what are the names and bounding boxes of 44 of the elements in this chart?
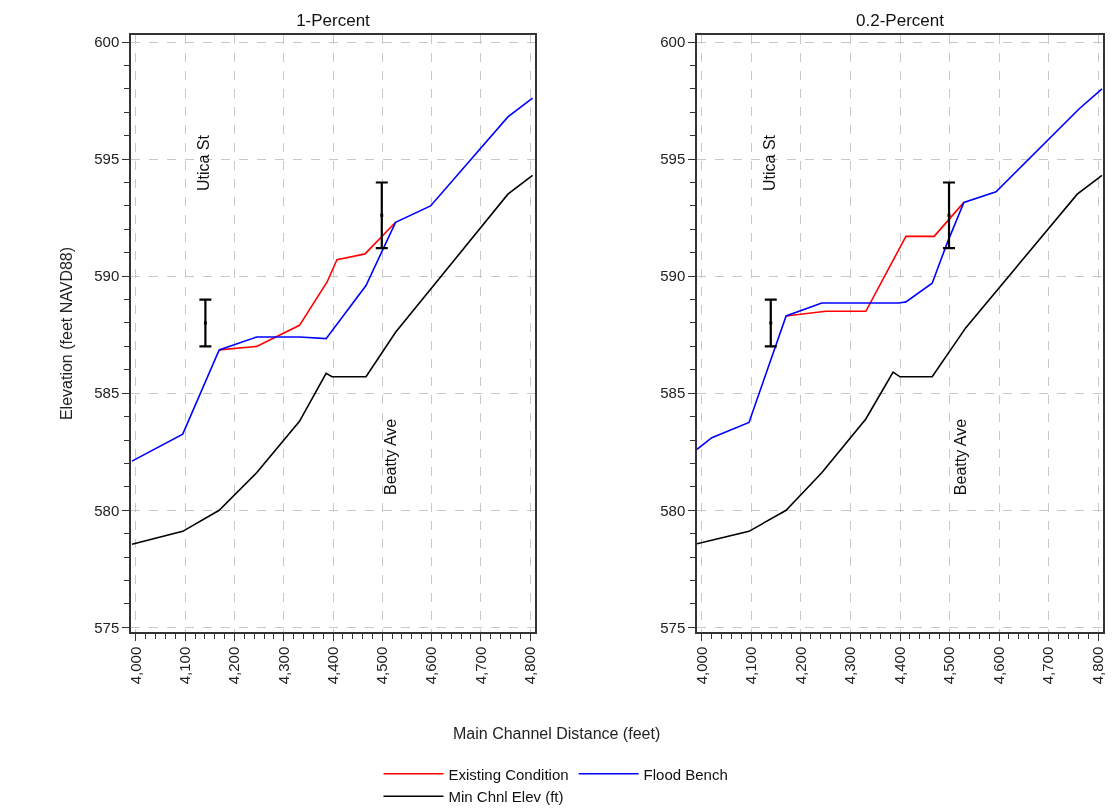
x-tick-label: 4,400 <box>323 646 341 685</box>
y-tick-label: 575 <box>660 618 686 636</box>
x-tick-label: 4,700 <box>471 646 489 685</box>
x-tick-label: 4,500 <box>373 646 391 685</box>
legend-label: Min Chnl Elev (ft) <box>448 788 564 806</box>
x-axis-title: Main Channel Distance (feet) <box>453 725 661 742</box>
y-tick-label: 590 <box>660 267 686 285</box>
x-tick-label: 4,300 <box>841 646 859 685</box>
y-tick-label: 595 <box>660 150 686 168</box>
x-tick-label: 4,600 <box>989 646 1007 685</box>
chart-title: 1-Percent <box>296 10 371 30</box>
y-tick-label: 595 <box>94 150 120 168</box>
x-tick-label: 4,800 <box>1088 646 1106 685</box>
y-tick-label: 575 <box>94 618 120 636</box>
x-tick-label: 4,000 <box>126 646 144 685</box>
x-tick-label: 4,400 <box>890 646 908 685</box>
y-tick-label: 600 <box>660 33 686 51</box>
y-tick-label: 590 <box>94 267 120 285</box>
y-tick-label: 585 <box>660 384 686 402</box>
x-tick-label: 4,700 <box>1039 646 1057 685</box>
x-tick-label: 4,000 <box>692 646 710 685</box>
x-tick-label: 4,200 <box>225 646 243 685</box>
y-tick-label: 600 <box>94 33 120 51</box>
y-tick-label: 585 <box>94 384 120 402</box>
legend-label: Existing Condition <box>448 765 569 783</box>
line-series <box>785 201 965 317</box>
x-tick-label: 4,200 <box>791 646 809 685</box>
x-tick-label: 4,800 <box>520 646 538 685</box>
y-tick-label: 580 <box>660 501 686 519</box>
y-axis-title: Elevation (feet NAVD88) <box>57 246 75 421</box>
x-tick-label: 4,500 <box>940 646 958 685</box>
x-tick-label: 4,600 <box>422 646 440 685</box>
x-tick-label: 4,100 <box>742 646 760 685</box>
annotation: Beatty Ave <box>381 418 399 496</box>
line-series <box>218 221 397 351</box>
chart-title: 0.2-Percent <box>856 10 945 30</box>
annotation: Utica St <box>194 134 212 192</box>
annotation: Beatty Ave <box>952 418 970 496</box>
x-tick-label: 4,300 <box>274 646 292 685</box>
legend-label: Flood Bench <box>643 765 728 783</box>
x-tick-label: 4,100 <box>176 646 194 685</box>
y-tick-label: 580 <box>94 501 120 519</box>
annotation: Utica St <box>760 134 778 192</box>
line-series <box>697 88 1103 451</box>
